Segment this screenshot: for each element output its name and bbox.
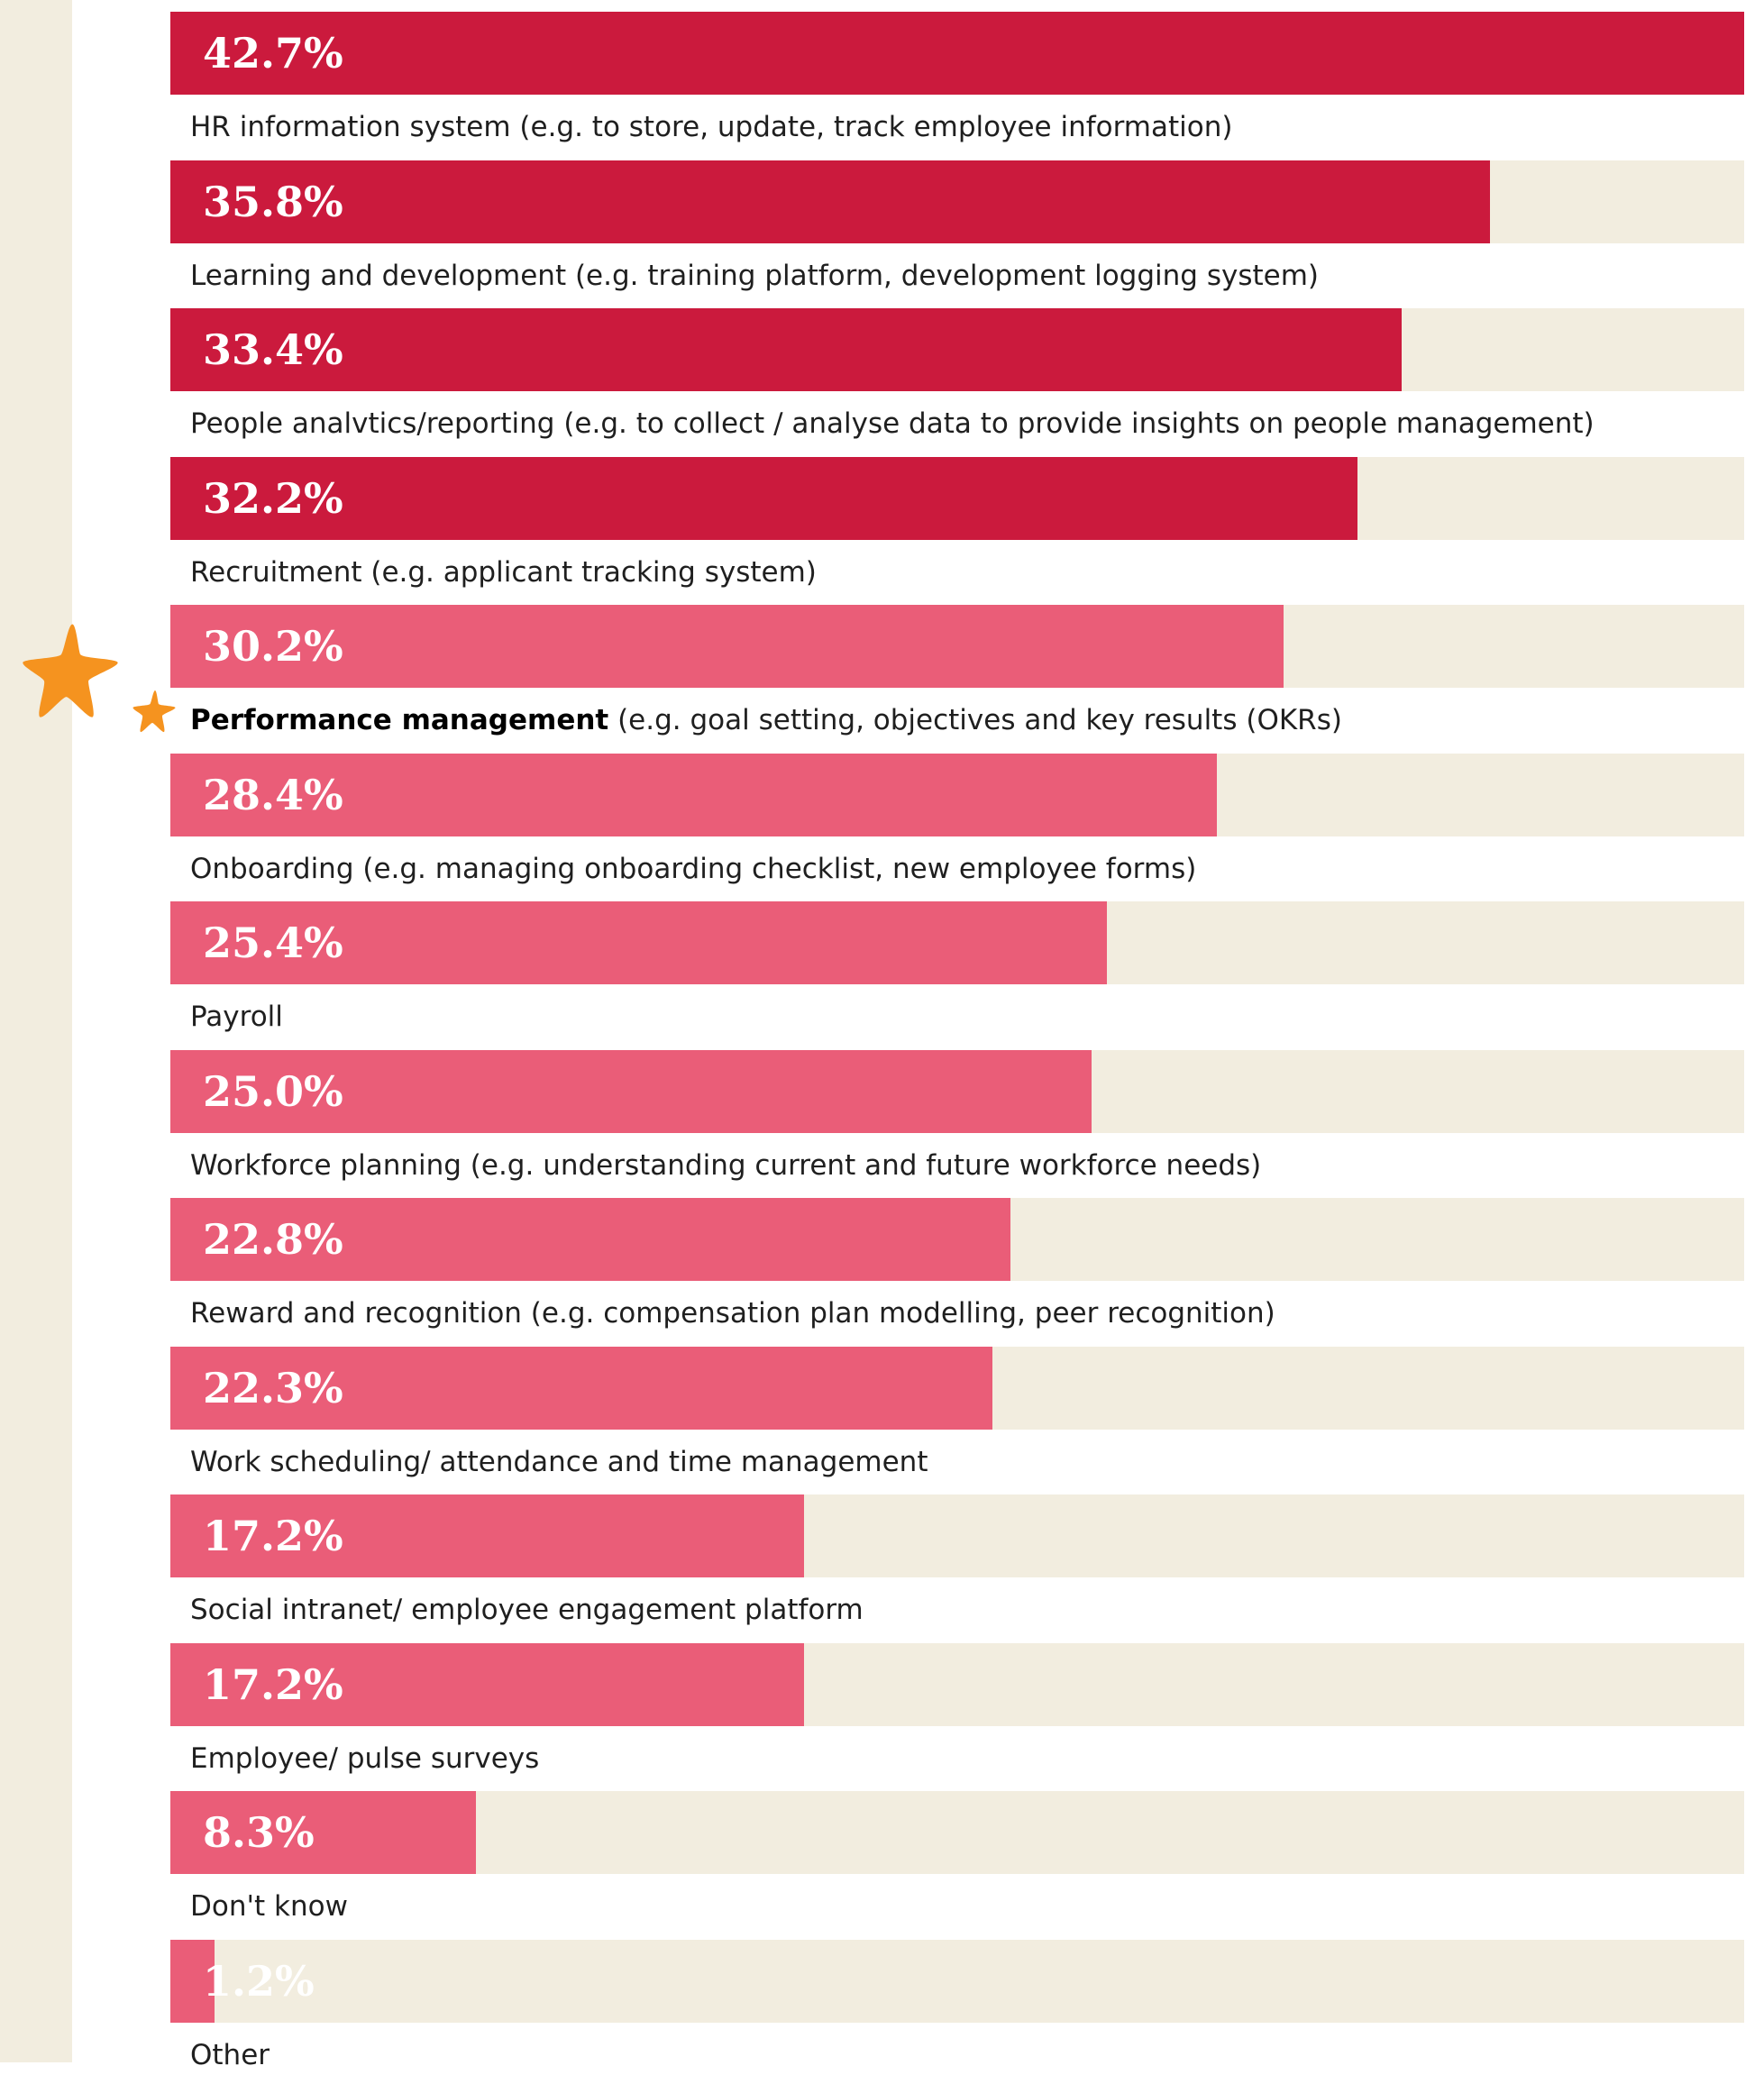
category-label: Social intranet/ employee engagement pla…	[190, 1590, 864, 1630]
category-label: Recruitment (e.g. applicant tracking sys…	[190, 553, 817, 592]
bar-value-label: 25.4%	[203, 919, 343, 967]
category-label-text: People analvtics/reporting (e.g. to coll…	[190, 407, 1595, 440]
bar-value-label: 28.4%	[203, 770, 343, 819]
category-label: Employee/ pulse surveys	[190, 1739, 539, 1778]
bar-row: 8.3% Don't know	[170, 1791, 1744, 1935]
bar-row: 35.8% Learning and development (e.g. trai…	[170, 160, 1744, 305]
category-label: People analvtics/reporting (e.g. to coll…	[190, 404, 1595, 443]
side-strip	[0, 0, 72, 2062]
category-label-text: Workforce planning (e.g. understanding c…	[190, 1148, 1262, 1182]
category-label-text: Reward and recognition (e.g. compensatio…	[190, 1297, 1275, 1330]
bar-value-label: 25.0%	[203, 1066, 343, 1116]
star-icon	[23, 624, 118, 718]
category-label-text: Social intranet/ employee engagement pla…	[190, 1594, 864, 1626]
bar-row: 1.2% Other	[170, 1939, 1744, 2084]
category-label: Work scheduling/ attendance and time man…	[190, 1442, 928, 1482]
category-label-text: Don't know	[190, 1890, 348, 1923]
category-label-text: Onboarding (e.g. managing onboarding che…	[190, 852, 1197, 885]
bar-row: 42.7% HR information system (e.g. to stor…	[170, 12, 1744, 156]
bar-row: 25.0% Workforce planning (e.g. understand…	[170, 1049, 1744, 1194]
category-label-text: (e.g. goal setting, objectives and key r…	[608, 704, 1342, 736]
category-label-text: Employee/ pulse surveys	[190, 1741, 540, 1775]
bar	[170, 308, 1402, 391]
bar	[170, 12, 1744, 95]
bar-value-label: 8.3%	[203, 1808, 315, 1857]
bar-value-label: 30.2%	[203, 622, 343, 671]
bar-value-label: 35.8%	[203, 177, 343, 226]
bar-value-label: 33.4%	[203, 325, 343, 374]
category-label: Payroll	[190, 997, 283, 1037]
bar-value-label: 22.8%	[203, 1215, 343, 1264]
category-label-text: Other	[190, 2038, 270, 2071]
bar-row: 17.2% Employee/ pulse surveys	[170, 1642, 1744, 1787]
bar-row: 22.3% Work scheduling/ attendance and tim…	[170, 1346, 1744, 1491]
category-label-text: Learning and development (e.g. training …	[190, 259, 1319, 292]
bar-value-label: 1.2%	[203, 1956, 315, 2006]
category-label: Other	[190, 2035, 270, 2075]
bar-row: 32.2% Recruitment (e.g. applicant trackin…	[170, 456, 1744, 601]
bar-track	[170, 1939, 1744, 2023]
bar-value-label: 17.2%	[203, 1512, 343, 1560]
bar	[170, 1049, 1092, 1133]
bar	[170, 1939, 215, 2023]
category-label-text: Work scheduling/ attendance and time man…	[190, 1445, 928, 1478]
bar-value-label: 42.7%	[203, 29, 343, 78]
bar	[170, 160, 1490, 243]
bar	[170, 1198, 1010, 1281]
bar-row: 33.4% People analvtics/reporting (e.g. to…	[170, 308, 1744, 452]
bar-row: 28.4% Onboarding (e.g. managing onboardin…	[170, 753, 1744, 898]
bar-value-label: 17.2%	[203, 1659, 343, 1709]
bar	[170, 456, 1357, 540]
bar-value-label: 22.3%	[203, 1363, 343, 1412]
bar-row: 25.4% Payroll	[170, 901, 1744, 1046]
bar	[170, 1642, 804, 1726]
bar	[170, 1346, 992, 1430]
bar-value-label: 32.2%	[203, 473, 343, 523]
category-label: Reward and recognition (e.g. compensatio…	[190, 1293, 1275, 1333]
category-label-text: HR information system (e.g. to store, up…	[190, 111, 1233, 143]
bar	[170, 1791, 476, 1874]
category-label: Don't know	[190, 1887, 348, 1926]
bar	[170, 753, 1217, 836]
category-label: Performance management (e.g. goal settin…	[190, 700, 1342, 740]
category-label-text: Payroll	[190, 1001, 283, 1033]
star-icon	[133, 690, 176, 733]
bar-row: 30.2% Performance management (e.g. goal s…	[170, 605, 1744, 749]
bar-row: 22.8% Reward and recognition (e.g. compen…	[170, 1198, 1744, 1342]
category-label: Onboarding (e.g. managing onboarding che…	[190, 849, 1196, 889]
category-label-emphasis: Performance management	[190, 704, 609, 736]
bar	[170, 605, 1284, 688]
bar-row: 17.2% Social intranet/ employee engagemen…	[170, 1494, 1744, 1639]
category-label: Learning and development (e.g. training …	[190, 256, 1319, 296]
category-label-text: Recruitment (e.g. applicant tracking sys…	[190, 555, 817, 589]
bar	[170, 1494, 804, 1577]
category-label: HR information system (e.g. to store, up…	[190, 107, 1232, 147]
category-label: Workforce planning (e.g. understanding c…	[190, 1146, 1261, 1185]
bar	[170, 901, 1107, 984]
